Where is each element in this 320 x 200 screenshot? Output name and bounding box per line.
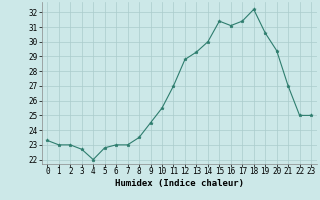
X-axis label: Humidex (Indice chaleur): Humidex (Indice chaleur): [115, 179, 244, 188]
